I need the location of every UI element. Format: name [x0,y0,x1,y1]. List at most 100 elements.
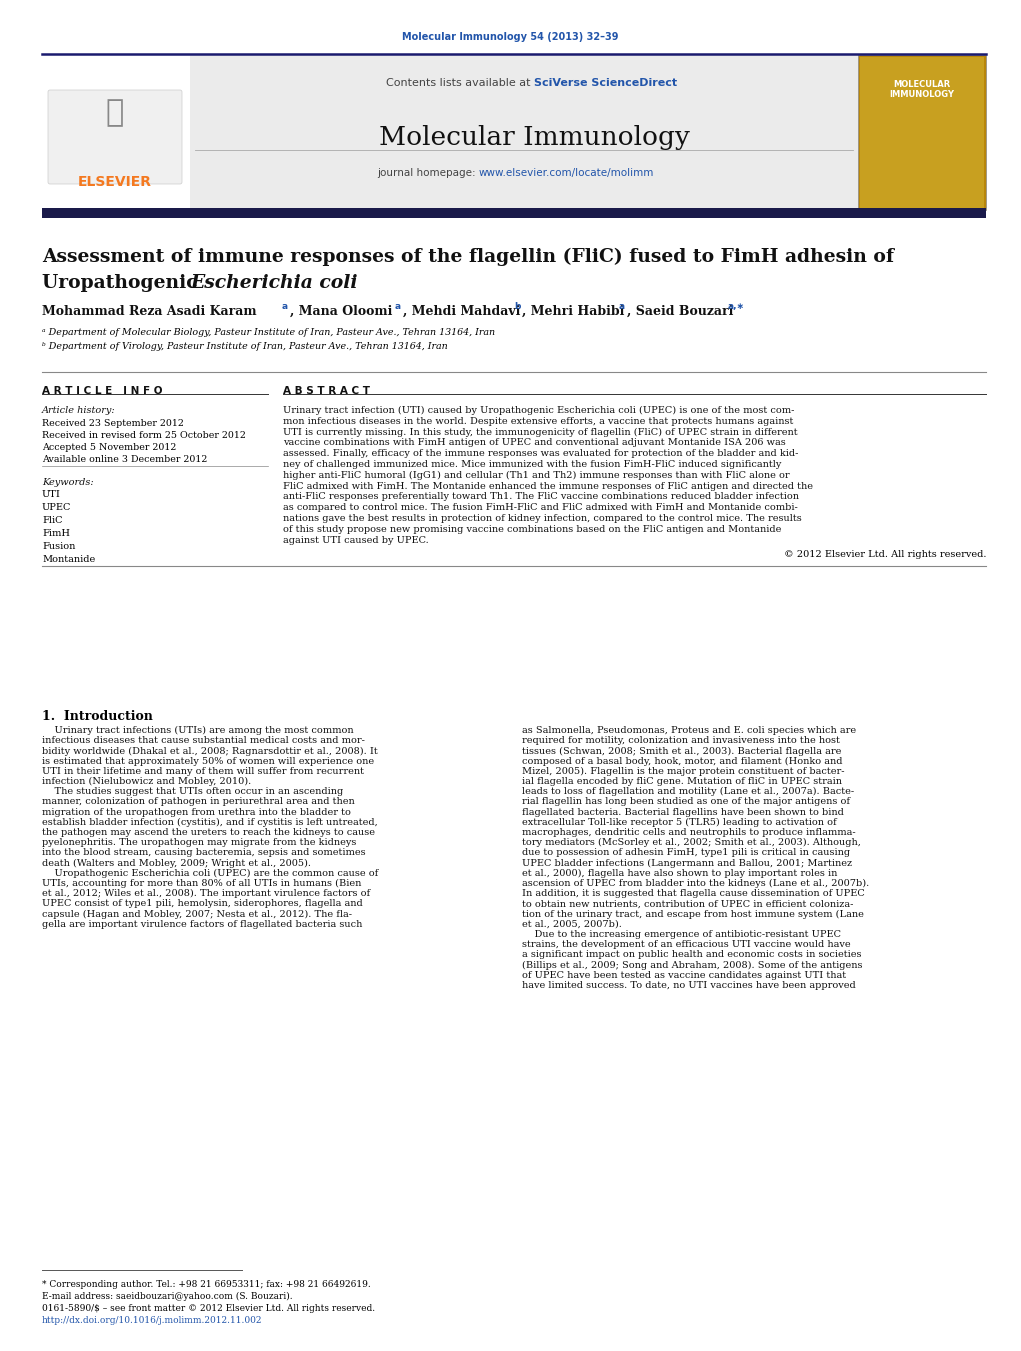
Text: macrophages, dendritic cells and neutrophils to produce inflamma-: macrophages, dendritic cells and neutrop… [522,828,856,838]
Text: ELSEVIER: ELSEVIER [78,176,152,189]
Bar [860,57,984,208]
Text: gella are important virulence factors of flagellated bacteria such: gella are important virulence factors of… [42,920,362,928]
Text: into the blood stream, causing bacteremia, sepsis and sometimes: into the blood stream, causing bacteremi… [42,848,366,858]
Text: 🌳: 🌳 [106,99,125,127]
Text: as compared to control mice. The fusion FimH-FliC and FliC admixed with FimH and: as compared to control mice. The fusion … [283,503,797,512]
Text: Urinary tract infection (UTI) caused by Uropathogenic Escherichia coli (UPEC) is: Urinary tract infection (UTI) caused by … [283,407,794,415]
Text: have limited success. To date, no UTI vaccines have been approved: have limited success. To date, no UTI va… [522,981,856,990]
Text: The studies suggest that UTIs often occur in an ascending: The studies suggest that UTIs often occu… [42,788,343,796]
Text: manner, colonization of pathogen in periurethral area and then: manner, colonization of pathogen in peri… [42,797,354,807]
Text: the pathogen may ascend the ureters to reach the kidneys to cause: the pathogen may ascend the ureters to r… [42,828,375,838]
Text: strains, the development of an efficacious UTI vaccine would have: strains, the development of an efficacio… [522,940,850,950]
Text: Received in revised form 25 October 2012: Received in revised form 25 October 2012 [42,431,246,440]
Text: tory mediators (McSorley et al., 2002; Smith et al., 2003). Although,: tory mediators (McSorley et al., 2002; S… [522,838,861,847]
Text: FliC admixed with FimH. The Montanide enhanced the immune responses of FliC anti: FliC admixed with FimH. The Montanide en… [283,481,813,490]
Text: www.elsevier.com/locate/molimm: www.elsevier.com/locate/molimm [479,168,654,178]
Text: Fusion: Fusion [42,542,76,551]
Text: as Salmonella, Pseudomonas, Proteus and E. coli species which are: as Salmonella, Pseudomonas, Proteus and … [522,725,857,735]
Text: a,∗: a,∗ [728,303,745,311]
Text: * Corresponding author. Tel.: +98 21 66953311; fax: +98 21 66492619.: * Corresponding author. Tel.: +98 21 669… [42,1279,371,1289]
Text: a: a [395,303,401,311]
Text: http://dx.doi.org/10.1016/j.molimm.2012.11.002: http://dx.doi.org/10.1016/j.molimm.2012.… [42,1316,262,1325]
Text: , Mehri Habibi: , Mehri Habibi [522,305,625,317]
Text: journal homepage:: journal homepage: [377,168,479,178]
Text: vaccine combinations with FimH antigen of UPEC and conventional adjuvant Montani: vaccine combinations with FimH antigen o… [283,439,786,447]
Bar [42,55,190,209]
Text: Escherichia coli: Escherichia coli [190,274,357,292]
Text: UPEC bladder infections (Langermann and Ballou, 2001; Martinez: UPEC bladder infections (Langermann and … [522,859,853,867]
Text: Molecular Immunology: Molecular Immunology [379,126,689,150]
Text: UTI in their lifetime and many of them will suffer from recurrent: UTI in their lifetime and many of them w… [42,767,364,775]
Text: tissues (Schwan, 2008; Smith et al., 2003). Bacterial flagella are: tissues (Schwan, 2008; Smith et al., 200… [522,746,841,755]
Text: , Saeid Bouzari: , Saeid Bouzari [627,305,733,317]
FancyBboxPatch shape [48,91,182,184]
Text: a significant impact on public health and economic costs in societies: a significant impact on public health an… [522,950,862,959]
Text: ial flagella encoded by fliC gene. Mutation of fliC in UPEC strain: ial flagella encoded by fliC gene. Mutat… [522,777,842,786]
Text: Urinary tract infections (UTIs) are among the most common: Urinary tract infections (UTIs) are amon… [42,725,353,735]
Text: leads to loss of flagellation and motility (Lane et al., 2007a). Bacte-: leads to loss of flagellation and motili… [522,788,855,796]
Text: 0161-5890/$ – see front matter © 2012 Elsevier Ltd. All rights reserved.: 0161-5890/$ – see front matter © 2012 El… [42,1304,375,1313]
Bar [858,55,986,209]
Text: against UTI caused by UPEC.: against UTI caused by UPEC. [283,535,429,544]
Text: © 2012 Elsevier Ltd. All rights reserved.: © 2012 Elsevier Ltd. All rights reserved… [783,550,986,559]
Text: capsule (Hagan and Mobley, 2007; Nesta et al., 2012). The fla-: capsule (Hagan and Mobley, 2007; Nesta e… [42,909,352,919]
Text: FliC: FliC [42,516,62,526]
Text: Article history:: Article history: [42,407,115,415]
Text: flagellated bacteria. Bacterial flagellins have been shown to bind: flagellated bacteria. Bacterial flagelli… [522,808,844,816]
Text: nations gave the best results in protection of kidney infection, compared to the: nations gave the best results in protect… [283,513,801,523]
Text: et al., 2005, 2007b).: et al., 2005, 2007b). [522,920,622,928]
Text: assessed. Finally, efficacy of the immune responses was evaluated for protection: assessed. Finally, efficacy of the immun… [283,449,798,458]
Text: MOLECULAR
IMMUNOLOGY: MOLECULAR IMMUNOLOGY [889,80,955,100]
Text: Contents lists available at: Contents lists available at [386,78,534,88]
Text: anti-FliC responses preferentially toward Th1. The FliC vaccine combinations red: anti-FliC responses preferentially towar… [283,492,799,501]
Text: In addition, it is suggested that flagella cause dissemination of UPEC: In addition, it is suggested that flagel… [522,889,865,898]
Text: Uropathogenic: Uropathogenic [42,274,204,292]
Text: ascension of UPEC from bladder into the kidneys (Lane et al., 2007b).: ascension of UPEC from bladder into the … [522,880,869,888]
Text: of this study propose new promising vaccine combinations based on the FliC antig: of this study propose new promising vacc… [283,524,781,534]
Text: of UPEC have been tested as vaccine candidates against UTI that: of UPEC have been tested as vaccine cand… [522,971,846,979]
Text: tion of the urinary tract, and escape from host immune system (Lane: tion of the urinary tract, and escape fr… [522,909,864,919]
Text: due to possession of adhesin FimH, type1 pili is critical in causing: due to possession of adhesin FimH, type1… [522,848,850,858]
Text: is estimated that approximately 50% of women will experience one: is estimated that approximately 50% of w… [42,757,374,766]
Text: (Billips et al., 2009; Song and Abraham, 2008). Some of the antigens: (Billips et al., 2009; Song and Abraham,… [522,961,863,970]
Text: a: a [619,303,625,311]
Text: Keywords:: Keywords: [42,478,94,486]
Text: Received 23 September 2012: Received 23 September 2012 [42,419,184,428]
Text: UPEC consist of type1 pili, hemolysin, siderophores, flagella and: UPEC consist of type1 pili, hemolysin, s… [42,900,362,908]
Text: extracellular Toll-like receptor 5 (TLR5) leading to activation of: extracellular Toll-like receptor 5 (TLR5… [522,817,836,827]
Text: ney of challenged immunized mice. Mice immunized with the fusion FimH-FliC induc: ney of challenged immunized mice. Mice i… [283,459,781,469]
Text: et al., 2000), flagella have also shown to play important roles in: et al., 2000), flagella have also shown … [522,869,837,878]
Text: E-mail address: saeidbouzari@yahoo.com (S. Bouzari).: E-mail address: saeidbouzari@yahoo.com (… [42,1292,293,1301]
Text: Mohammad Reza Asadi Karam: Mohammad Reza Asadi Karam [42,305,256,317]
Text: 1.  Introduction: 1. Introduction [42,711,153,723]
Text: UPEC: UPEC [42,503,71,512]
Text: SciVerse ScienceDirect: SciVerse ScienceDirect [534,78,677,88]
Text: Molecular Immunology 54 (2013) 32–39: Molecular Immunology 54 (2013) 32–39 [401,32,619,42]
Text: ᵃ Department of Molecular Biology, Pasteur Institute of Iran, Pasteur Ave., Tehr: ᵃ Department of Molecular Biology, Paste… [42,328,495,336]
Text: composed of a basal body, hook, motor, and filament (Honko and: composed of a basal body, hook, motor, a… [522,757,842,766]
Text: UTIs, accounting for more than 80% of all UTIs in humans (Bien: UTIs, accounting for more than 80% of al… [42,880,361,888]
Text: b: b [514,303,521,311]
Text: Montanide: Montanide [42,555,95,563]
Text: pyelonephritis. The uropathogen may migrate from the kidneys: pyelonephritis. The uropathogen may migr… [42,838,356,847]
Text: UTI: UTI [42,490,61,499]
Text: FimH: FimH [42,530,70,538]
Text: migration of the uropathogen from urethra into the bladder to: migration of the uropathogen from urethr… [42,808,351,816]
Text: establish bladder infection (cystitis), and if cystitis is left untreated,: establish bladder infection (cystitis), … [42,817,378,827]
Text: death (Walters and Mobley, 2009; Wright et al., 2005).: death (Walters and Mobley, 2009; Wright … [42,859,311,867]
Text: Available online 3 December 2012: Available online 3 December 2012 [42,455,207,463]
Text: Assessment of immune responses of the flagellin (FliC) fused to FimH adhesin of: Assessment of immune responses of the fl… [42,249,894,266]
Text: UTI is currently missing. In this study, the immunogenicity of flagellin (FliC) : UTI is currently missing. In this study,… [283,428,797,436]
Text: required for motility, colonization and invasiveness into the host: required for motility, colonization and … [522,736,840,746]
Text: infectious diseases that cause substantial medical costs and mor-: infectious diseases that cause substanti… [42,736,364,746]
Bar [42,208,986,218]
Text: Accepted 5 November 2012: Accepted 5 November 2012 [42,443,177,453]
Bar [42,55,986,209]
Text: et al., 2012; Wiles et al., 2008). The important virulence factors of: et al., 2012; Wiles et al., 2008). The i… [42,889,371,898]
Text: a: a [282,303,288,311]
Text: higher anti-FliC humoral (IgG1) and cellular (Th1 and Th2) immune responses than: higher anti-FliC humoral (IgG1) and cell… [283,470,789,480]
Text: Mizel, 2005). Flagellin is the major protein constituent of bacter-: Mizel, 2005). Flagellin is the major pro… [522,767,844,775]
Text: Uropathogenic Escherichia coli (UPEC) are the common cause of: Uropathogenic Escherichia coli (UPEC) ar… [42,869,378,878]
Text: A B S T R A C T: A B S T R A C T [283,386,370,396]
Text: rial flagellin has long been studied as one of the major antigens of: rial flagellin has long been studied as … [522,797,850,807]
